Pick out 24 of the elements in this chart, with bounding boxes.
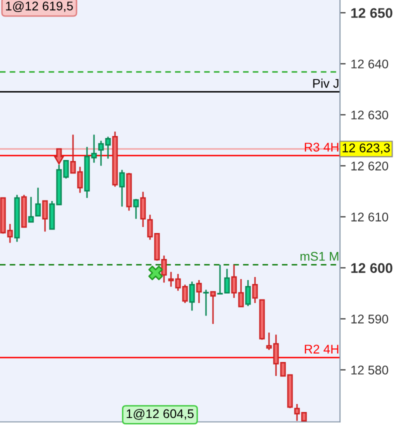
candlestick — [252, 276, 258, 304]
candlestick — [133, 198, 139, 220]
candlestick — [210, 291, 216, 325]
y-tick-label: 12 610 — [351, 212, 388, 222]
y-tick-label: 12 640 — [351, 60, 388, 68]
ref-line-label: R3 4H — [304, 142, 338, 152]
ref-line-label: R2 4H — [304, 344, 338, 354]
y-tick-label: 12 580 — [351, 366, 388, 374]
y-tick-label: 12 590 — [351, 314, 388, 324]
y-tick-label: 12 620 — [351, 162, 388, 170]
candlestick — [196, 279, 202, 304]
candlestick — [119, 169, 125, 208]
y-tick-label: 12 630 — [351, 110, 388, 120]
candlestick — [203, 289, 209, 316]
candlestick — [245, 279, 251, 307]
y-tick-label: 12 600 — [351, 263, 392, 273]
ref-line-label: Piv J — [313, 78, 338, 88]
y-tick-label: 12 650 — [351, 8, 392, 18]
candlestick — [189, 280, 195, 312]
ref-line-label: 12 623,3 — [342, 143, 390, 154]
annotation: 1@12 604,5 — [126, 408, 194, 420]
ref-line-label: mS1 M — [300, 252, 338, 261]
annotation: 1@12 619,5 — [6, 1, 73, 12]
candlestick — [42, 200, 48, 232]
